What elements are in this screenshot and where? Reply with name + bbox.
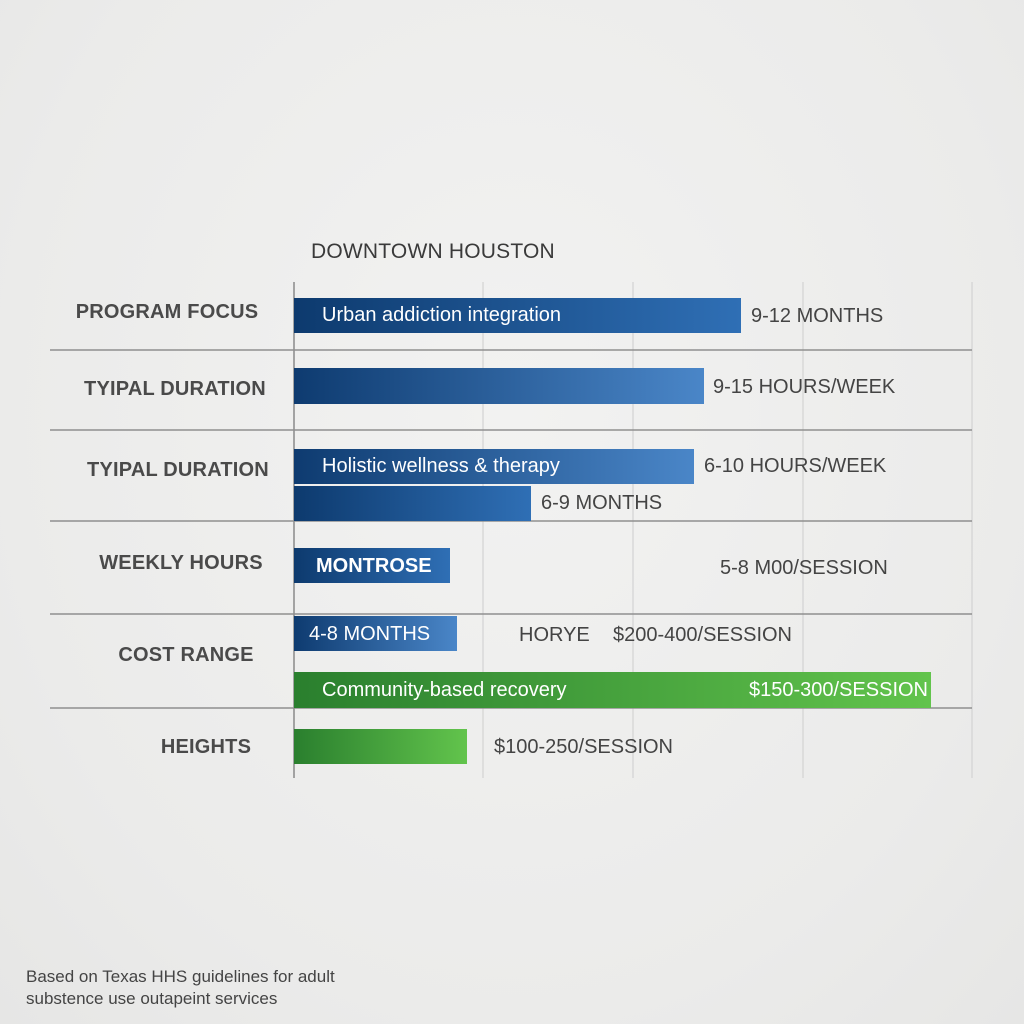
value-label-6-9-months: 6-9 MONTHS — [541, 492, 663, 514]
value-label-9-15-hours: 9-15 HOURS/WEEK — [713, 376, 896, 398]
bar-5 — [294, 616, 457, 651]
value-label-9-12-months: 9-12 MONTHS — [751, 305, 884, 327]
footnote: Based on Texas HHS guidelines for adult … — [26, 967, 335, 1008]
value-label-200-400: $200-400/SESSION — [613, 624, 792, 646]
row-label-cost-range: COST RANGE — [118, 644, 254, 666]
value-label-5-8-session: 5-8 M00/SESSION — [720, 557, 888, 579]
bar-label-urban: Urban addiction integration — [322, 304, 562, 326]
value-label-6-10-hours: 6-10 HOURS/WEEK — [704, 455, 887, 477]
bar-label-holistic: Holistic wellness & therapy — [322, 455, 560, 477]
chart-title: DOWNTOWN HOUSTON — [311, 240, 555, 263]
bar-1 — [294, 368, 704, 404]
bar-3 — [294, 486, 531, 521]
value-label-100-250: $100-250/SESSION — [494, 736, 673, 758]
bar-label-4-8-months: 4-8 MONTHS — [309, 623, 431, 645]
bar-6 — [294, 672, 931, 708]
row-label-weekly-hours: WEEKLY HOURS — [99, 552, 263, 574]
bar-label-community: Community-based recovery — [322, 679, 567, 701]
value-label-150-300: $150-300/SESSION — [749, 679, 928, 701]
row-label-typical-duration-2: TYIPAL DURATION — [87, 459, 269, 481]
bars-group — [294, 298, 931, 764]
row-label-heights: HEIGHTS — [160, 736, 252, 758]
bar-2 — [294, 449, 694, 484]
bar-0 — [294, 298, 741, 333]
row-label-program-focus: PROGRAM FOCUS — [75, 301, 259, 323]
bar-4 — [294, 548, 450, 583]
row-label-typical-duration-1: TYIPAL DURATION — [84, 378, 266, 400]
value-label-horye: HORYE — [519, 624, 590, 646]
bar-7 — [294, 729, 467, 764]
bar-label-montrose: MONTROSE — [316, 555, 432, 577]
